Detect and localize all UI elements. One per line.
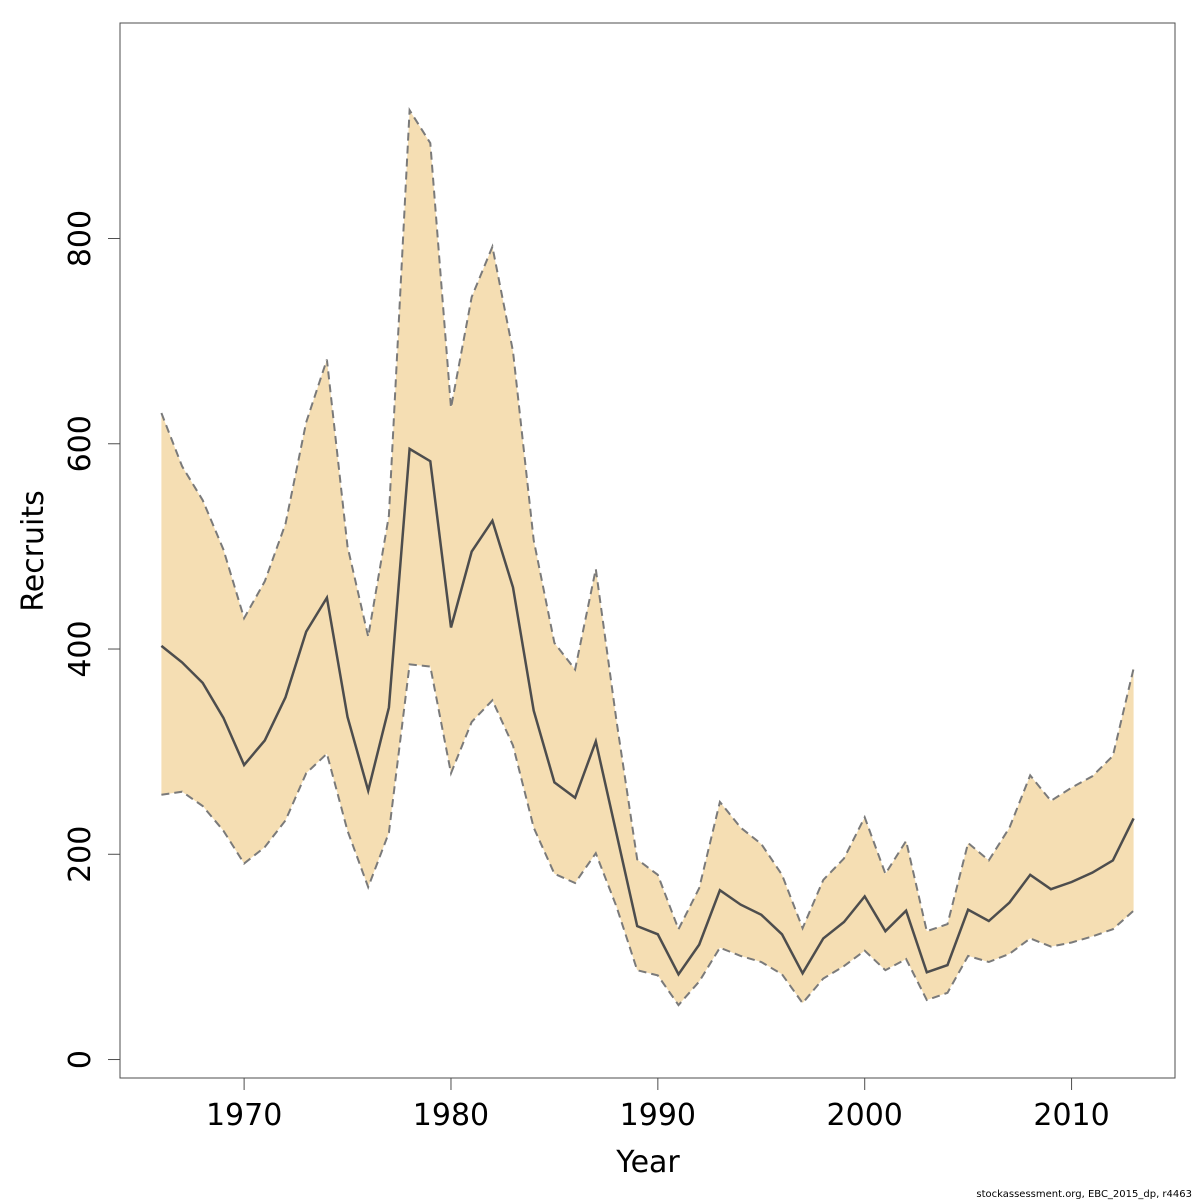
lower-bound-line [161,663,1135,1007]
y-tick-label-400: 400 [63,620,98,677]
y-tick-label-0: 0 [63,1050,98,1069]
x-tick-label-2000: 2000 [827,1098,903,1133]
y-tick-label-200: 200 [63,826,98,883]
x-tick-label-1980: 1980 [413,1098,489,1133]
y-tick-label-600: 600 [63,415,98,472]
x-axis: 1970 1980 1990 2000 2010 [206,1077,1110,1133]
y-axis-title: Recruits [16,490,51,612]
y-axis: 0 200 400 600 800 [63,210,121,1069]
credit-text: stockassessment.org, EBC_2015_dp, r4463 [976,1189,1192,1200]
y-tick-label-800: 800 [63,210,98,267]
upper-bound-line [160,106,1135,933]
confidence-band [161,110,1134,1006]
x-tick-label-2010: 2010 [1033,1098,1109,1133]
x-tick-label-1970: 1970 [206,1098,282,1133]
x-tick-label-1990: 1990 [620,1098,696,1133]
estimate-line [160,446,1135,977]
x-axis-title: Year [615,1145,680,1180]
